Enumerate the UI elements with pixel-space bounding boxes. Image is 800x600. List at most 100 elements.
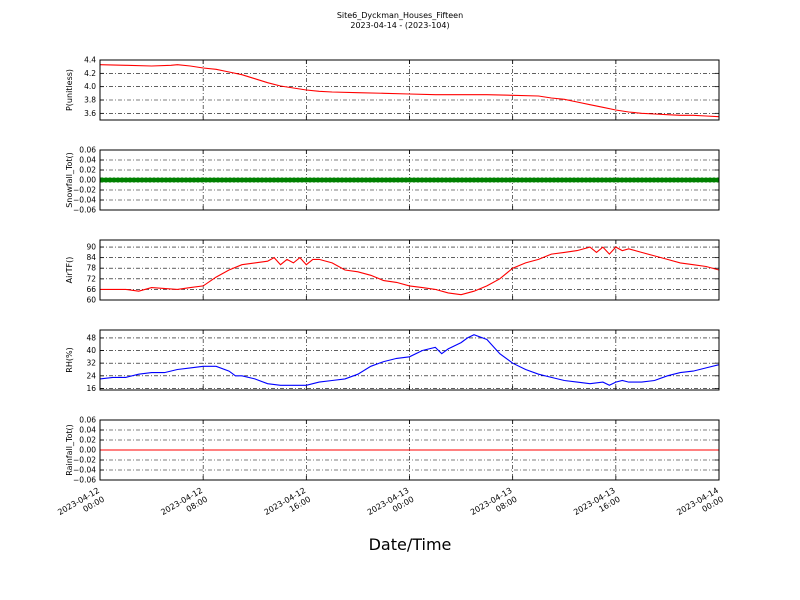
series-point bbox=[348, 177, 352, 183]
series-point bbox=[552, 177, 556, 183]
series-point bbox=[692, 177, 696, 183]
series-point bbox=[516, 177, 520, 183]
series-point bbox=[424, 177, 428, 183]
series-point bbox=[444, 177, 448, 183]
series-point bbox=[568, 177, 572, 183]
series-point bbox=[472, 177, 476, 183]
series-point bbox=[316, 177, 320, 183]
series-point bbox=[416, 177, 420, 183]
series-point bbox=[604, 177, 608, 183]
series-point bbox=[484, 177, 488, 183]
y-tick-label: 4.4 bbox=[84, 56, 96, 65]
series-point bbox=[404, 177, 408, 183]
series-point bbox=[356, 177, 360, 183]
series-point bbox=[100, 177, 104, 183]
series-point bbox=[180, 177, 184, 183]
series-point bbox=[120, 177, 124, 183]
y-tick-label: 72 bbox=[86, 274, 96, 283]
series-point bbox=[680, 177, 684, 183]
series-point bbox=[520, 177, 524, 183]
series-point bbox=[224, 177, 228, 183]
series-point bbox=[628, 177, 632, 183]
series-point bbox=[496, 177, 500, 183]
series-point bbox=[280, 177, 284, 183]
series-point bbox=[364, 177, 368, 183]
series-point bbox=[584, 177, 588, 183]
y-tick-label: 0.00 bbox=[79, 176, 96, 185]
series-point bbox=[384, 177, 388, 183]
y-tick-label: 0.02 bbox=[79, 166, 96, 175]
series-line bbox=[99, 334, 720, 386]
series-point bbox=[236, 177, 240, 183]
plot-frame bbox=[99, 239, 720, 301]
series-point bbox=[704, 177, 708, 183]
series-point bbox=[432, 177, 436, 183]
series-point bbox=[288, 177, 292, 183]
series-point bbox=[412, 177, 416, 183]
series-point bbox=[688, 177, 692, 183]
series-point bbox=[324, 177, 328, 183]
series-point bbox=[608, 177, 612, 183]
series-point bbox=[572, 177, 576, 183]
y-tick-label: 60 bbox=[86, 296, 96, 305]
series-point bbox=[712, 177, 716, 183]
y-tick-label: 0.00 bbox=[79, 446, 96, 455]
series-point bbox=[312, 177, 316, 183]
y-tick-label: 84 bbox=[86, 253, 96, 262]
series-point bbox=[644, 177, 648, 183]
plot-frame bbox=[99, 419, 720, 481]
series-point bbox=[700, 177, 704, 183]
series-point bbox=[428, 177, 432, 183]
series-point bbox=[708, 177, 712, 183]
series-point bbox=[576, 177, 580, 183]
series-point bbox=[108, 177, 112, 183]
series-point bbox=[624, 177, 628, 183]
series-point bbox=[376, 177, 380, 183]
series-point bbox=[228, 177, 232, 183]
series-point bbox=[408, 177, 412, 183]
series-point bbox=[672, 177, 676, 183]
series-point bbox=[112, 177, 116, 183]
series-point bbox=[192, 177, 196, 183]
series-point bbox=[440, 177, 444, 183]
series-point bbox=[240, 177, 244, 183]
series-point bbox=[536, 177, 540, 183]
series-point bbox=[392, 177, 396, 183]
series-point bbox=[160, 177, 164, 183]
y-tick-label: 90 bbox=[86, 243, 96, 252]
series-point bbox=[148, 177, 152, 183]
series-point bbox=[244, 177, 248, 183]
series-point bbox=[380, 177, 384, 183]
series-line bbox=[99, 64, 720, 118]
series-point bbox=[620, 177, 624, 183]
series-point bbox=[600, 177, 604, 183]
x-tick-label: 2023-04-1216:00 bbox=[263, 486, 313, 526]
y-tick-label: 0.04 bbox=[79, 426, 96, 435]
y-tick-label: 24 bbox=[86, 371, 96, 380]
series-point bbox=[580, 177, 584, 183]
series-point bbox=[232, 177, 236, 183]
plot-frame bbox=[99, 329, 720, 391]
series-point bbox=[592, 177, 596, 183]
series-point bbox=[596, 177, 600, 183]
series-point bbox=[168, 177, 172, 183]
series-point bbox=[352, 177, 356, 183]
series-point bbox=[216, 177, 220, 183]
y-axis-label: Rainfall_Tot() bbox=[65, 424, 74, 476]
series-point bbox=[488, 177, 492, 183]
series-point bbox=[248, 177, 252, 183]
series-point bbox=[632, 177, 636, 183]
series-point bbox=[480, 177, 484, 183]
y-tick-label: 66 bbox=[86, 285, 96, 294]
series-point bbox=[464, 177, 468, 183]
series-point bbox=[200, 177, 204, 183]
series-point bbox=[284, 177, 288, 183]
x-tick-label: 2023-04-1316:00 bbox=[572, 486, 622, 526]
series-point bbox=[500, 177, 504, 183]
y-axis-label: AirTF() bbox=[65, 257, 74, 284]
series-point bbox=[336, 177, 340, 183]
y-tick-label: −0.02 bbox=[73, 456, 96, 465]
y-tick-label: −0.02 bbox=[73, 186, 96, 195]
x-tick-label: 2023-04-1208:00 bbox=[159, 486, 209, 526]
